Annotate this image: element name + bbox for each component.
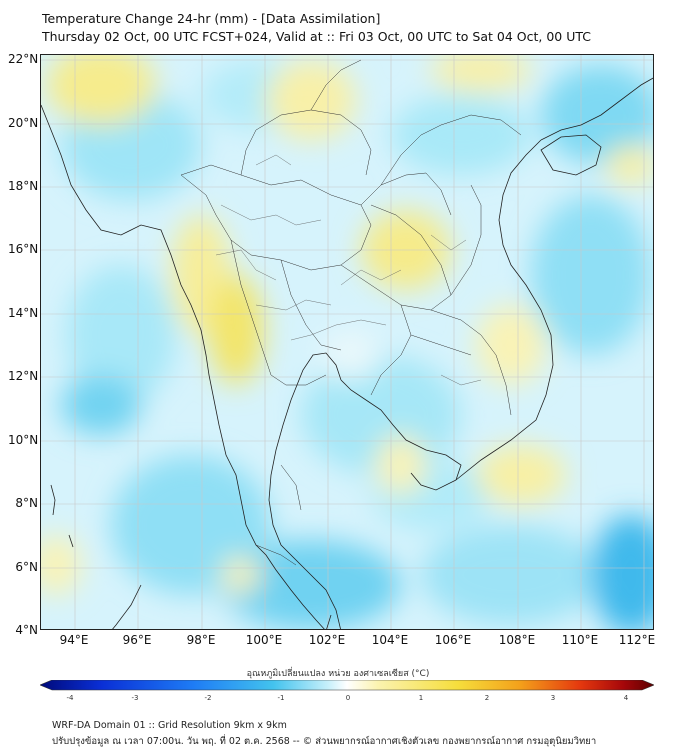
lon-label: 98°E (186, 633, 216, 647)
lon-label: 102°E (308, 633, 346, 647)
lat-label: 8°N (15, 496, 38, 510)
colorbar-tick: 0 (345, 694, 351, 702)
colorbar-tick: -4 (66, 694, 74, 702)
temperature-change-map[interactable] (40, 54, 654, 630)
colorbar-tick: 3 (550, 694, 556, 702)
map-canvas (41, 55, 653, 629)
lon-label: 94°E (59, 633, 89, 647)
colorbar-title: อุณหภูมิเปลี่ยนแปลง หน่วย องศาเซลเซียส (… (246, 669, 430, 679)
lat-label: 10°N (8, 433, 39, 447)
lon-label: 104°E (371, 633, 409, 647)
footer-credit: ปรับปรุงข้อมูล ณ เวลา 07:00น. วัน พฤ. ที… (52, 736, 597, 747)
province-borders (180, 59, 522, 566)
lon-label: 108°E (498, 633, 536, 647)
colorbar-tick: -3 (131, 694, 139, 702)
lon-label: 96°E (122, 633, 152, 647)
colorbar-tick: -2 (204, 694, 212, 702)
lat-label: 14°N (8, 306, 39, 320)
lon-label: 100°E (245, 633, 283, 647)
district-borders (215, 154, 482, 386)
colorbar-tick: 4 (623, 694, 629, 702)
lat-label: 22°N (8, 52, 39, 66)
lat-label: 12°N (8, 369, 39, 383)
colorbar (40, 680, 654, 691)
lon-label: 110°E (561, 633, 599, 647)
footer-model-info: WRF-DA Domain 01 :: Grid Resolution 9km … (52, 720, 287, 731)
lon-label: 112°E (618, 633, 656, 647)
lat-label: 18°N (8, 179, 39, 193)
lat-label: 20°N (8, 116, 39, 130)
graticule (41, 55, 653, 629)
colorbar-tick: -1 (277, 694, 285, 702)
colorbar-tick: 1 (418, 694, 424, 702)
lat-label: 16°N (8, 242, 39, 256)
lat-label: 6°N (15, 560, 38, 574)
colorbar-tick: 2 (484, 694, 490, 702)
map-subtitle: Thursday 02 Oct, 00 UTC FCST+024, Valid … (42, 29, 591, 44)
lon-label: 106°E (434, 633, 472, 647)
temperature-field (41, 55, 653, 629)
map-title: Temperature Change 24-hr (mm) - [Data As… (42, 11, 381, 26)
lat-label: 4°N (15, 623, 38, 637)
